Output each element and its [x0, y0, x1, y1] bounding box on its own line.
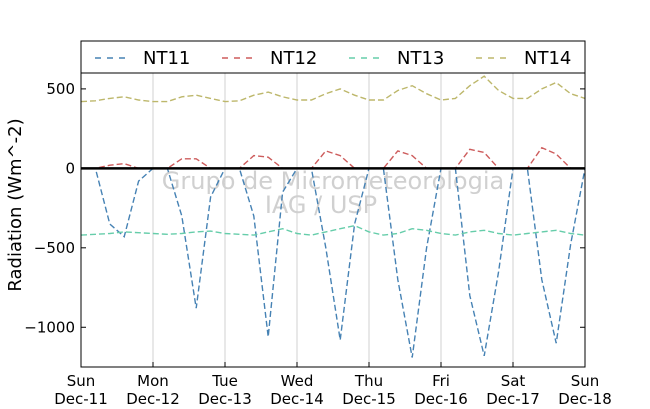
series-line-nt11	[81, 167, 586, 358]
x-tick-date: Dec-18	[558, 390, 612, 408]
plot-area-frame	[80, 72, 586, 368]
series-line-nt13	[80, 224, 586, 236]
y-axis-label-text: Radiation (Wm^-2)	[5, 118, 26, 291]
x-tick-day: Thu	[354, 372, 383, 390]
legend-box	[80, 40, 586, 74]
x-tick-date: Dec-13	[198, 390, 252, 408]
x-tick-day: Sat	[501, 372, 526, 390]
legend-label-nt12: NT12	[270, 48, 317, 69]
legend-label-nt11: NT11	[143, 48, 190, 69]
legend: NT11 NT12 NT13 NT14	[80, 40, 586, 74]
x-axis: SunDec-11MonDec-12TueDec-13WedDec-14ThuD…	[54, 362, 612, 408]
x-tick-day: Sun	[571, 372, 600, 390]
legend-label-nt13: NT13	[397, 48, 444, 69]
x-tick-date: Dec-14	[270, 390, 324, 408]
x-tick-date: Dec-12	[126, 390, 180, 408]
x-tick-date: Dec-15	[342, 390, 396, 408]
x-tick-day: Wed	[281, 372, 314, 390]
x-tick-day: Fri	[432, 372, 450, 390]
series-line-nt14	[80, 75, 586, 103]
x-tick-day: Tue	[211, 372, 238, 390]
vertical-grid	[152, 73, 514, 367]
x-tick-date: Dec-17	[486, 390, 540, 408]
x-tick-day: Sun	[67, 372, 96, 390]
x-tick-day: Mon	[137, 372, 169, 390]
y-axis: 500 0 −500 −1000	[24, 80, 585, 336]
series-line-nt12	[81, 146, 585, 170]
y-axis-label: Radiation (Wm^-2)	[5, 118, 26, 291]
y-tick-label: 500	[46, 80, 75, 98]
x-tick-date: Dec-11	[54, 390, 108, 408]
y-tick-label: −1000	[24, 318, 75, 336]
legend-label-nt14: NT14	[524, 48, 571, 69]
x-tick-date: Dec-16	[414, 390, 468, 408]
y-tick-label: 0	[65, 159, 75, 177]
watermark-line-2: IAG / USP	[265, 191, 377, 219]
y-tick-label: −500	[34, 239, 75, 257]
